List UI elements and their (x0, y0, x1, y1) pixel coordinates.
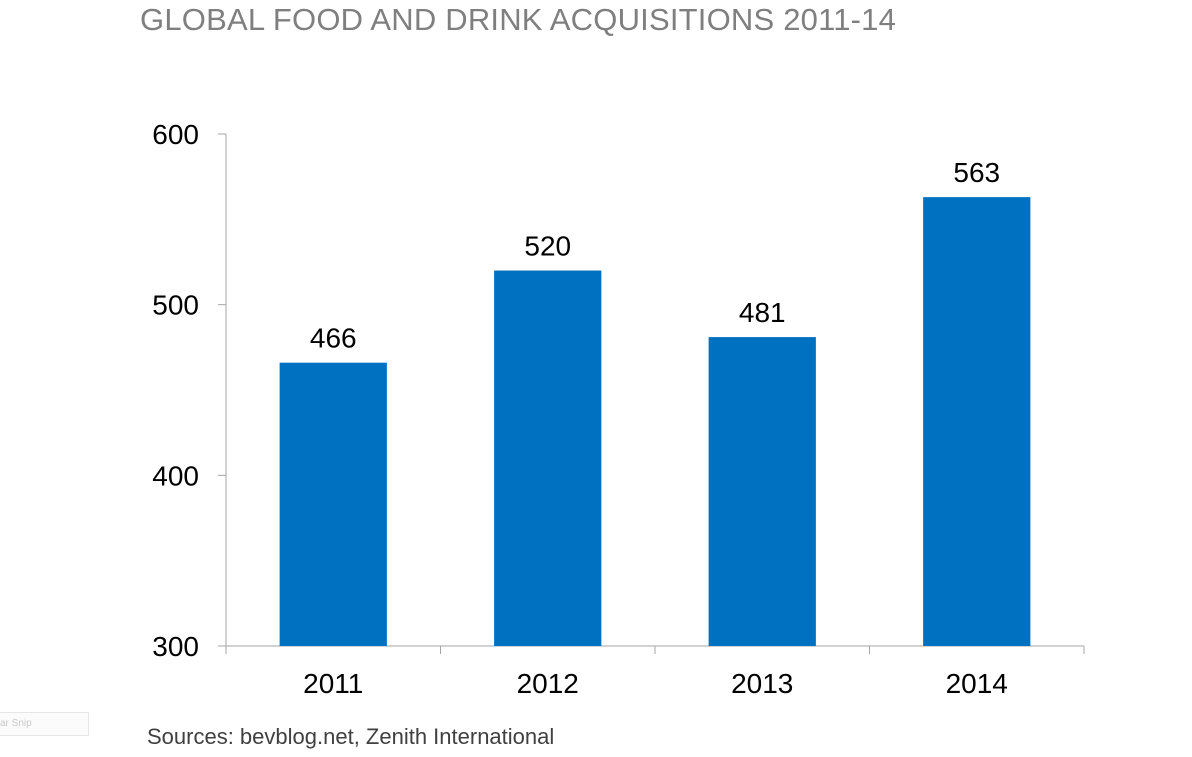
bar-2011 (279, 362, 387, 646)
x-axis: 2011 2012 2013 2014 (225, 645, 1085, 699)
x-tick-label: 2011 (303, 668, 363, 699)
x-tick-label: 2013 (731, 668, 793, 699)
data-label-2014: 563 (953, 157, 1000, 188)
x-tick-label: 2014 (946, 668, 1008, 699)
bar-2013 (708, 337, 816, 646)
snip-tool-remnant: ar Snip (0, 712, 89, 736)
y-axis: 300 400 500 600 (152, 119, 227, 662)
data-labels: 466 520 481 563 (310, 157, 1000, 354)
y-tick-label: 500 (152, 290, 199, 321)
data-label-2012: 520 (524, 231, 571, 262)
y-tick-label: 600 (152, 119, 199, 150)
bar-2014 (923, 197, 1031, 646)
chart-title: GLOBAL FOOD AND DRINK ACQUISITIONS 2011-… (140, 2, 897, 37)
x-tick-label: 2012 (517, 668, 579, 699)
data-label-2011: 466 (310, 323, 357, 354)
y-tick-label: 300 (152, 631, 199, 662)
y-tick-label: 400 (152, 460, 199, 491)
bar-2012 (494, 270, 602, 646)
source-note: Sources: bevblog.net, Zenith Internation… (147, 724, 555, 749)
data-label-2013: 481 (739, 297, 786, 328)
bars (279, 197, 1031, 646)
